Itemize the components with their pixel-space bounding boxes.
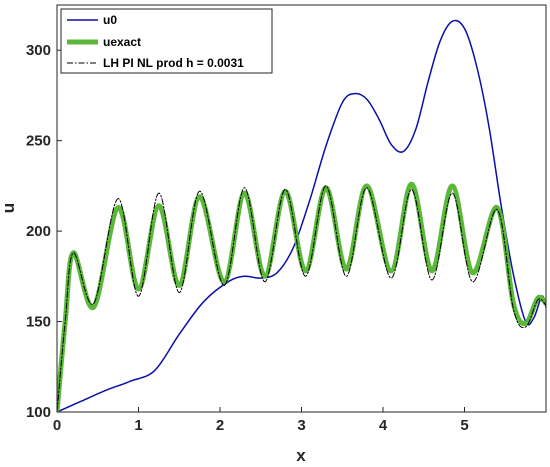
- legend-label-lh-pi-nl-prod: LH PI NL prod h = 0.0031: [103, 56, 244, 70]
- y-axis-label: u: [0, 203, 18, 213]
- y-tick-label: 300: [26, 42, 51, 59]
- series-line-2: [57, 185, 546, 412]
- y-tick-label: 100: [26, 404, 51, 421]
- y-tick-label: 250: [26, 133, 51, 150]
- y-tick-label: 150: [26, 314, 51, 331]
- tick-layer: 0 1 2 3 4 5 100 150 200 250 300: [26, 42, 469, 434]
- x-axis-label: x: [296, 446, 306, 465]
- x-tick-label: 0: [53, 417, 61, 434]
- legend-label-uexact: uexact: [103, 35, 141, 49]
- x-tick-label: 5: [460, 417, 468, 434]
- legend: u0 uexact LH PI NL prod h = 0.0031: [60, 8, 273, 74]
- x-tick-label: 4: [379, 417, 388, 434]
- x-tick-label: 2: [216, 417, 224, 434]
- series-line-0: [57, 19, 546, 412]
- x-tick-label: 3: [297, 417, 305, 434]
- series-layer: [57, 19, 546, 412]
- legend-label-u0: u0: [103, 13, 117, 27]
- y-tick-label: 200: [26, 223, 51, 240]
- x-tick-label: 1: [134, 417, 142, 434]
